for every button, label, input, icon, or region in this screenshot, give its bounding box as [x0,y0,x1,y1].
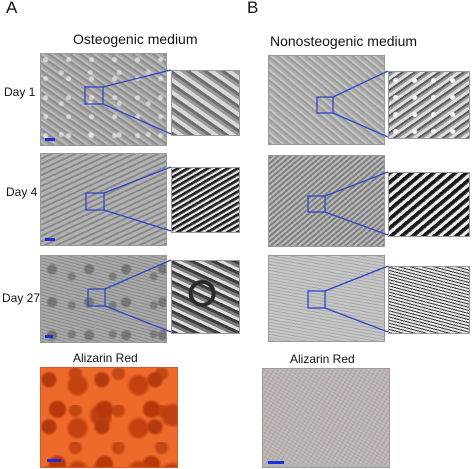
stain-label-nonosteogenic: Alizarin Red [290,352,355,366]
scale-bar [45,138,55,141]
column-title-osteogenic: Osteogenic medium [73,31,198,47]
zoom-inset-nonosteogenic-day-4 [388,172,470,237]
scale-bar [268,461,284,464]
micrograph-osteogenic-day-27 [40,255,167,343]
alizarin-red-osteogenic [40,367,178,468]
zoom-inset-osteogenic-day-1 [171,70,240,136]
scale-bar [45,238,55,241]
row-label-day-1: Day 1 [4,85,36,99]
stain-label-osteogenic: Alizarin Red [73,351,138,365]
zoom-inset-nonosteogenic-day-1 [388,71,470,139]
scale-bar [47,459,61,462]
micrograph-nonosteogenic-day-1 [268,55,385,145]
scale-bar [45,335,53,338]
zoom-inset-osteogenic-day-4 [171,167,240,233]
micrograph-osteogenic-day-1 [40,53,167,146]
row-label-day-27: Day 27 [2,291,41,305]
zoom-inset-osteogenic-day-27 [171,260,240,334]
micrograph-nonosteogenic-day-4 [268,155,385,247]
alizarin-red-nonosteogenic [262,368,390,468]
panel-letter-a: A [6,0,18,17]
micrograph-osteogenic-day-4 [40,153,167,246]
micrograph-nonosteogenic-day-27 [268,255,385,342]
row-label-day-4: Day 4 [6,185,38,199]
panel-letter-b: B [247,0,259,17]
zoom-inset-nonosteogenic-day-27 [388,266,470,334]
column-title-nonosteogenic: Nonosteogenic medium [270,33,418,49]
